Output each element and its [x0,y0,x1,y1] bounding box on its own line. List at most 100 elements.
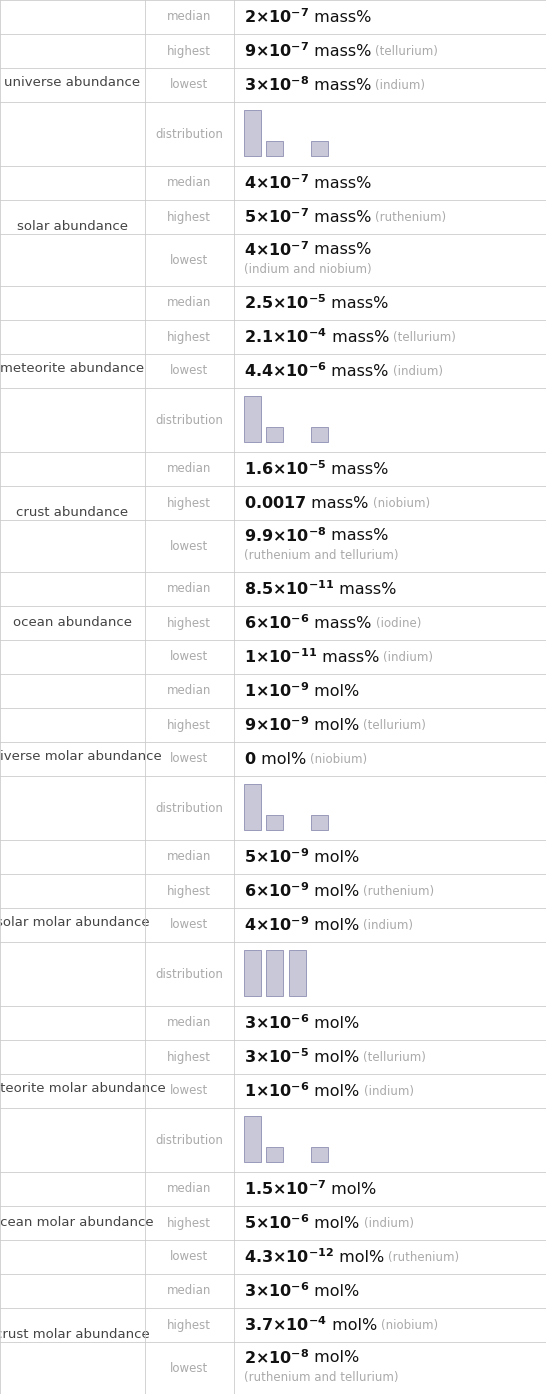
Bar [311,814,328,829]
Bar [266,814,283,829]
Text: (tellurium): (tellurium) [363,1051,426,1064]
Text: $\mathbf{4{\times}10^{-7}}$: $\mathbf{4{\times}10^{-7}}$ [244,174,309,192]
Text: (indium and niobium): (indium and niobium) [244,263,371,276]
Bar [311,427,328,442]
Text: mol%: mol% [309,917,359,933]
Text: distribution: distribution [155,127,223,141]
Text: $\mathbf{4.3{\times}10^{-12}}$: $\mathbf{4.3{\times}10^{-12}}$ [244,1248,334,1266]
Bar [311,1147,328,1163]
Text: mol%: mol% [309,884,359,899]
Text: mol%: mol% [309,1050,359,1065]
Text: crust abundance: crust abundance [16,506,128,519]
Text: highest: highest [167,496,211,509]
Bar [244,396,260,442]
Text: $\mathbf{0}$: $\mathbf{0}$ [244,751,256,767]
Text: highest: highest [167,45,211,57]
Text: mass%: mass% [326,296,389,311]
Text: mass%: mass% [327,528,389,544]
Text: $\mathbf{1.5{\times}10^{-7}}$: $\mathbf{1.5{\times}10^{-7}}$ [244,1179,326,1199]
Text: meteorite molar abundance: meteorite molar abundance [0,1083,166,1096]
Text: distribution: distribution [155,1133,223,1146]
Text: mass%: mass% [327,364,389,379]
Text: mol%: mol% [309,683,359,698]
Text: ocean molar abundance: ocean molar abundance [0,1217,153,1230]
Text: mass%: mass% [306,495,369,510]
Text: (ruthenium): (ruthenium) [375,210,447,223]
Text: $\mathbf{3{\times}10^{-5}}$: $\mathbf{3{\times}10^{-5}}$ [244,1048,309,1066]
Text: $\mathbf{9{\times}10^{-9}}$: $\mathbf{9{\times}10^{-9}}$ [244,715,309,735]
Text: $\mathbf{1{\times}10^{-6}}$: $\mathbf{1{\times}10^{-6}}$ [244,1082,309,1100]
Text: mol%: mol% [309,718,359,732]
Text: mass%: mass% [326,461,389,477]
Text: $\mathbf{9.9{\times}10^{-8}}$: $\mathbf{9.9{\times}10^{-8}}$ [244,527,327,545]
Text: (indium): (indium) [383,651,433,664]
Text: mol%: mol% [309,1083,359,1098]
Text: (ruthenium and tellurium): (ruthenium and tellurium) [244,549,398,562]
Text: lowest: lowest [170,254,209,266]
Text: highest: highest [167,1217,211,1230]
Bar [266,141,283,156]
Bar [244,110,260,156]
Text: distribution: distribution [155,802,223,814]
Text: meteorite abundance: meteorite abundance [1,362,144,375]
Bar [244,1117,260,1163]
Text: $\mathbf{1{\times}10^{-9}}$: $\mathbf{1{\times}10^{-9}}$ [244,682,309,700]
Text: lowest: lowest [170,919,209,931]
Text: mol%: mol% [327,1317,377,1333]
Text: highest: highest [167,616,211,630]
Text: median: median [167,11,211,24]
Text: highest: highest [167,210,211,223]
Text: $\mathbf{9{\times}10^{-7}}$: $\mathbf{9{\times}10^{-7}}$ [244,42,309,60]
Text: solar abundance: solar abundance [17,219,128,233]
Text: mol%: mol% [309,1015,359,1030]
Text: (indium): (indium) [376,78,425,92]
Text: (tellurium): (tellurium) [364,718,426,732]
Text: (tellurium): (tellurium) [375,45,438,57]
Text: mol%: mol% [256,751,306,767]
Text: mass%: mass% [309,78,371,92]
Bar [266,427,283,442]
Text: (ruthenium): (ruthenium) [364,885,435,898]
Text: universe abundance: universe abundance [4,77,140,89]
Text: median: median [167,177,211,190]
Text: lowest: lowest [170,753,209,765]
Text: lowest: lowest [170,1362,209,1374]
Text: $\mathbf{3{\times}10^{-6}}$: $\mathbf{3{\times}10^{-6}}$ [244,1281,309,1301]
Text: $\mathbf{4{\times}10^{-7}}$: $\mathbf{4{\times}10^{-7}}$ [244,240,309,259]
Bar [289,949,306,995]
Text: (niobium): (niobium) [372,496,430,509]
Text: mass%: mass% [309,43,371,59]
Text: median: median [167,850,211,863]
Text: (ruthenium and tellurium): (ruthenium and tellurium) [244,1370,398,1384]
Text: distribution: distribution [155,967,223,980]
Text: ocean abundance: ocean abundance [13,616,132,630]
Text: lowest: lowest [170,78,209,92]
Text: (indium): (indium) [393,364,443,378]
Text: mass%: mass% [327,329,389,344]
Text: highest: highest [167,330,211,343]
Text: $\mathbf{3{\times}10^{-6}}$: $\mathbf{3{\times}10^{-6}}$ [244,1013,309,1033]
Text: (indium): (indium) [364,919,413,931]
Text: (indium): (indium) [364,1085,413,1097]
Text: median: median [167,583,211,595]
Text: $\mathbf{4{\times}10^{-9}}$: $\mathbf{4{\times}10^{-9}}$ [244,916,309,934]
Text: $\mathbf{5{\times}10^{-9}}$: $\mathbf{5{\times}10^{-9}}$ [244,848,309,866]
Text: universe molar abundance: universe molar abundance [0,750,162,764]
Text: (niobium): (niobium) [381,1319,438,1331]
Text: (ruthenium): (ruthenium) [388,1250,459,1263]
Text: $\mathbf{6{\times}10^{-9}}$: $\mathbf{6{\times}10^{-9}}$ [244,881,309,901]
Text: $\mathbf{4.4{\times}10^{-6}}$: $\mathbf{4.4{\times}10^{-6}}$ [244,361,327,381]
Text: $\mathbf{1.6{\times}10^{-5}}$: $\mathbf{1.6{\times}10^{-5}}$ [244,460,326,478]
Bar [244,949,260,995]
Text: $\mathbf{8.5{\times}10^{-11}}$: $\mathbf{8.5{\times}10^{-11}}$ [244,580,334,598]
Text: distribution: distribution [155,414,223,427]
Text: median: median [167,684,211,697]
Text: (tellurium): (tellurium) [393,330,456,343]
Text: mass%: mass% [317,650,379,665]
Text: mol%: mol% [309,849,359,864]
Text: $\mathbf{1{\times}10^{-11}}$: $\mathbf{1{\times}10^{-11}}$ [244,648,317,666]
Text: lowest: lowest [170,651,209,664]
Text: mass%: mass% [309,209,371,224]
Text: $\mathbf{2{\times}10^{-8}}$: $\mathbf{2{\times}10^{-8}}$ [244,1348,309,1368]
Text: highest: highest [167,718,211,732]
